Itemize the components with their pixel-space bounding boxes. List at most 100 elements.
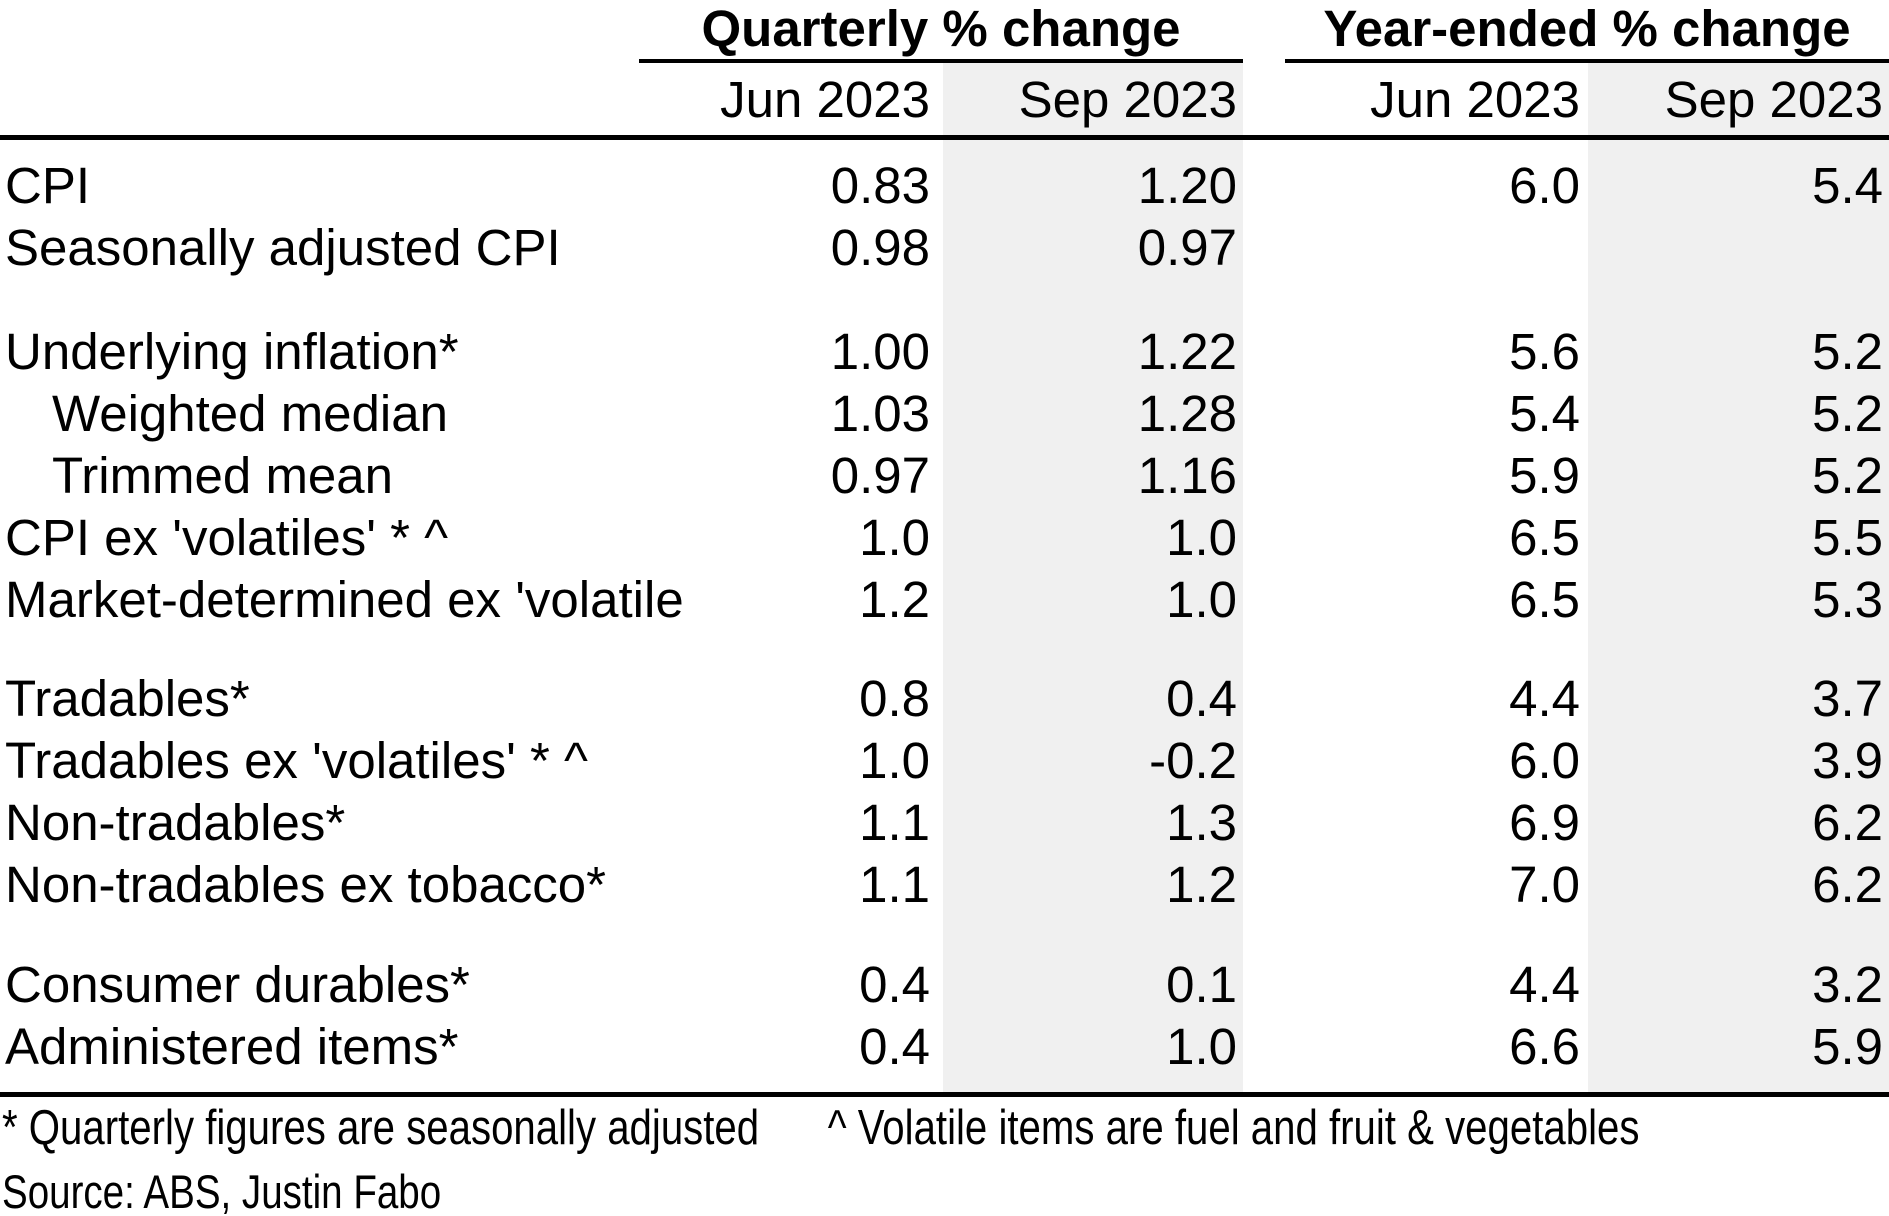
cell-year-ended-sep: 6.2 bbox=[1812, 856, 1883, 913]
row-group: Consumer durables* 0.4 0.1 4.4 3.2 Admin… bbox=[0, 954, 1889, 1078]
column-group-quarterly: Quarterly % change bbox=[701, 0, 1181, 57]
cell-quarterly-sep: 1.16 bbox=[1137, 447, 1237, 504]
row-label: CPI bbox=[5, 157, 91, 214]
table-row: Non-tradables* 1.1 1.3 6.9 6.2 bbox=[0, 792, 1889, 854]
table-row: Market-determined ex 'volatile 1.2 1.0 6… bbox=[0, 569, 1889, 631]
cell-quarterly-sep: 1.22 bbox=[1137, 323, 1237, 380]
column-group-year-ended: Year-ended % change bbox=[1323, 0, 1851, 57]
table-row: Administered items* 0.4 1.0 6.6 5.9 bbox=[0, 1016, 1889, 1078]
footnote-seasonally-adjusted: * Quarterly figures are seasonally adjus… bbox=[2, 1101, 760, 1155]
cell-year-ended-jun: 6.9 bbox=[1509, 794, 1580, 851]
cell-quarterly-sep: 0.1 bbox=[1166, 956, 1237, 1013]
cell-year-ended-sep: 5.5 bbox=[1812, 509, 1883, 566]
cell-year-ended-sep bbox=[1580, 217, 1889, 279]
row-label: Trimmed mean bbox=[52, 447, 394, 504]
cell-year-ended-sep: 5.9 bbox=[1812, 1018, 1883, 1075]
row-label: Consumer durables* bbox=[5, 956, 470, 1013]
table-row: CPI ex 'volatiles' * ^ 1.0 1.0 6.5 5.5 bbox=[0, 507, 1889, 569]
cell-year-ended-jun: 5.9 bbox=[1509, 447, 1580, 504]
cell-year-ended-jun: 6.5 bbox=[1509, 509, 1580, 566]
shaded-column-year-ended-sep bbox=[1588, 63, 1889, 1092]
cell-quarterly-jun: 0.98 bbox=[830, 219, 930, 276]
cell-year-ended-jun: 5.4 bbox=[1509, 385, 1580, 442]
cell-year-ended-sep: 5.2 bbox=[1812, 385, 1883, 442]
cell-year-ended-sep: 5.3 bbox=[1812, 571, 1883, 628]
table-row: Underlying inflation* 1.00 1.22 5.6 5.2 bbox=[0, 321, 1889, 383]
table-row: Tradables* 0.8 0.4 4.4 3.7 bbox=[0, 668, 1889, 730]
cell-quarterly-sep: 1.0 bbox=[1166, 1018, 1237, 1075]
cell-year-ended-jun: 4.4 bbox=[1509, 956, 1580, 1013]
table-row: Tradables ex 'volatiles' * ^ 1.0 -0.2 6.… bbox=[0, 730, 1889, 792]
footnote-volatile-items: ^ Volatile items are fuel and fruit & ve… bbox=[827, 1101, 1640, 1155]
cell-quarterly-sep: -0.2 bbox=[1149, 732, 1237, 789]
row-label: Tradables ex 'volatiles' * ^ bbox=[5, 732, 588, 789]
cell-year-ended-sep: 6.2 bbox=[1812, 794, 1883, 851]
footnotes: * Quarterly figures are seasonally adjus… bbox=[2, 1102, 1639, 1154]
source-note: Source: ABS, Justin Fabo bbox=[2, 1165, 442, 1216]
cell-quarterly-jun: 1.2 bbox=[859, 571, 930, 628]
cell-year-ended-jun: 6.6 bbox=[1509, 1018, 1580, 1075]
row-label: Market-determined ex 'volatile bbox=[5, 571, 684, 628]
cell-year-ended-sep: 5.4 bbox=[1812, 157, 1883, 214]
cell-year-ended-jun: 6.0 bbox=[1509, 732, 1580, 789]
cell-quarterly-sep: 1.20 bbox=[1137, 157, 1237, 214]
column-header-year-ended-sep: Sep 2023 bbox=[1664, 71, 1883, 128]
cell-year-ended-jun: 6.0 bbox=[1509, 157, 1580, 214]
row-label: Tradables* bbox=[5, 670, 250, 727]
table-bottom-rule bbox=[0, 1092, 1889, 1097]
cell-quarterly-sep: 0.4 bbox=[1166, 670, 1237, 727]
cell-quarterly-jun: 0.4 bbox=[859, 956, 930, 1013]
cell-year-ended-sep: 5.2 bbox=[1812, 323, 1883, 380]
cell-quarterly-sep: 1.28 bbox=[1137, 385, 1237, 442]
cell-quarterly-jun: 1.0 bbox=[859, 732, 930, 789]
table-row: Weighted median 1.03 1.28 5.4 5.2 bbox=[0, 383, 1889, 445]
column-header-quarterly-jun: Jun 2023 bbox=[720, 71, 930, 128]
row-label: Underlying inflation* bbox=[5, 323, 459, 380]
cell-year-ended-jun: 6.5 bbox=[1509, 571, 1580, 628]
header-separator-rule bbox=[0, 135, 1889, 140]
cell-quarterly-sep: 0.97 bbox=[1137, 219, 1237, 276]
year-ended-group-underline bbox=[1285, 59, 1889, 63]
cell-year-ended-sep: 5.2 bbox=[1812, 447, 1883, 504]
cell-quarterly-jun: 1.1 bbox=[859, 794, 930, 851]
cell-quarterly-jun: 0.83 bbox=[830, 157, 930, 214]
cell-quarterly-sep: 1.2 bbox=[1166, 856, 1237, 913]
cell-year-ended-jun: 7.0 bbox=[1509, 856, 1580, 913]
row-label: Administered items* bbox=[5, 1018, 459, 1075]
cell-quarterly-jun: 1.00 bbox=[830, 323, 930, 380]
table-row: Consumer durables* 0.4 0.1 4.4 3.2 bbox=[0, 954, 1889, 1016]
cell-year-ended-jun: 4.4 bbox=[1509, 670, 1580, 727]
cell-quarterly-jun: 0.97 bbox=[830, 447, 930, 504]
row-group: CPI 0.83 1.20 6.0 5.4 Seasonally adjuste… bbox=[0, 155, 1889, 279]
cell-quarterly-jun: 1.1 bbox=[859, 856, 930, 913]
cell-quarterly-jun: 0.8 bbox=[859, 670, 930, 727]
row-label: Seasonally adjusted CPI bbox=[5, 219, 561, 276]
cell-quarterly-jun: 1.0 bbox=[859, 509, 930, 566]
table-body: CPI 0.83 1.20 6.0 5.4 Seasonally adjuste… bbox=[0, 139, 1889, 1078]
cell-year-ended-jun bbox=[1237, 217, 1580, 279]
row-label: CPI ex 'volatiles' * ^ bbox=[5, 509, 449, 566]
table-row: CPI 0.83 1.20 6.0 5.4 bbox=[0, 155, 1889, 217]
column-header-quarterly-sep: Sep 2023 bbox=[1018, 71, 1237, 128]
row-group: Tradables* 0.8 0.4 4.4 3.7 Tradables ex … bbox=[0, 668, 1889, 916]
table-row: Seasonally adjusted CPI 0.98 0.97 bbox=[0, 217, 1889, 279]
cell-year-ended-sep: 3.7 bbox=[1812, 670, 1883, 727]
row-label: Non-tradables* bbox=[5, 794, 346, 851]
cell-quarterly-sep: 1.0 bbox=[1166, 509, 1237, 566]
cell-quarterly-sep: 1.0 bbox=[1166, 571, 1237, 628]
row-group: Underlying inflation* 1.00 1.22 5.6 5.2 … bbox=[0, 321, 1889, 631]
cell-quarterly-sep: 1.3 bbox=[1166, 794, 1237, 851]
column-header-year-ended-jun: Jun 2023 bbox=[1370, 71, 1580, 128]
table-row: Non-tradables ex tobacco* 1.1 1.2 7.0 6.… bbox=[0, 854, 1889, 916]
cell-year-ended-sep: 3.2 bbox=[1812, 956, 1883, 1013]
row-label: Non-tradables ex tobacco* bbox=[5, 856, 607, 913]
row-label: Weighted median bbox=[52, 385, 448, 442]
cell-quarterly-jun: 0.4 bbox=[859, 1018, 930, 1075]
cell-year-ended-jun: 5.6 bbox=[1509, 323, 1580, 380]
cell-quarterly-jun: 1.03 bbox=[830, 385, 930, 442]
shaded-column-quarterly-sep bbox=[943, 63, 1243, 1092]
quarterly-group-underline bbox=[639, 59, 1243, 63]
cell-year-ended-sep: 3.9 bbox=[1812, 732, 1883, 789]
table-row: Trimmed mean 0.97 1.16 5.9 5.2 bbox=[0, 445, 1889, 507]
